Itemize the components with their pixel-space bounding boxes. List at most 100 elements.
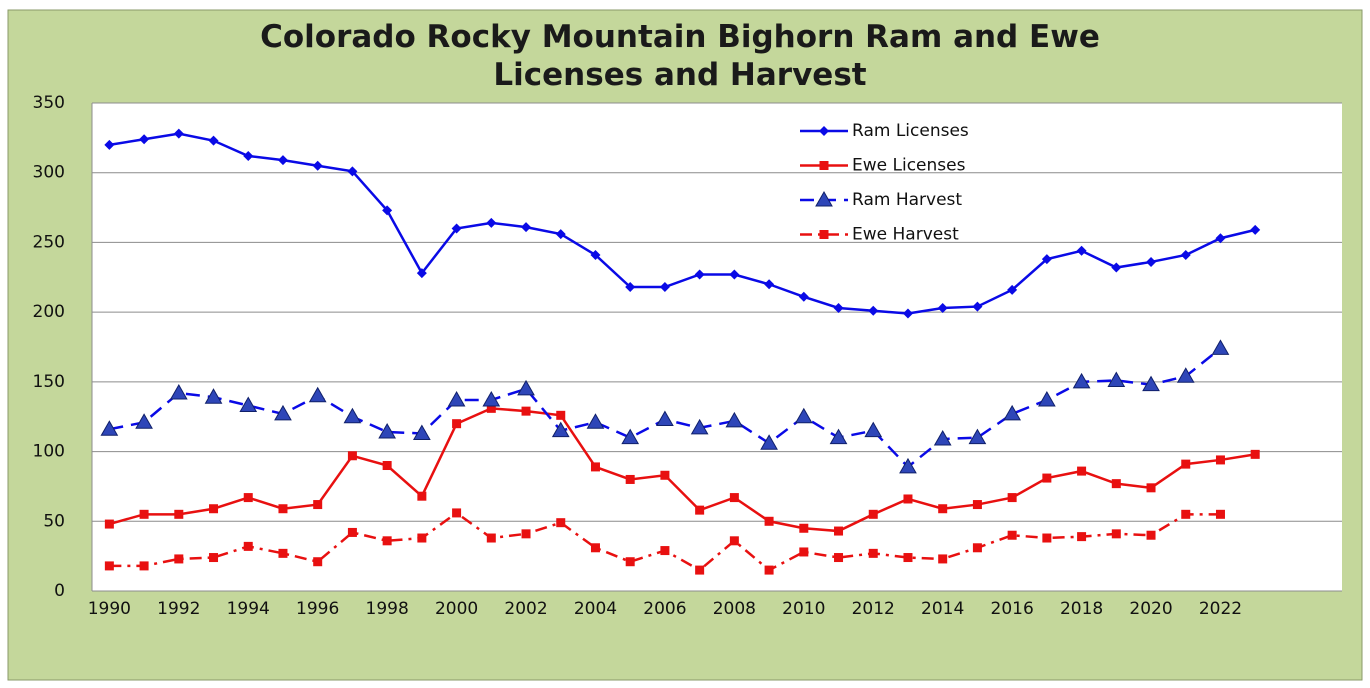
data-point [209, 553, 219, 563]
data-point [933, 430, 952, 446]
data-point [729, 269, 740, 280]
data-point [1142, 375, 1160, 392]
data-point [1215, 509, 1225, 519]
data-point [209, 504, 219, 514]
x-tick-label: 2020 [1129, 599, 1172, 619]
data-point [208, 135, 219, 146]
series-line [109, 407, 1256, 533]
data-point [1042, 533, 1052, 543]
data-point [794, 407, 813, 424]
data-point [625, 282, 636, 293]
data-point [868, 548, 878, 558]
x-tick-label: 1998 [366, 599, 409, 619]
data-point [174, 509, 184, 519]
data-point [173, 128, 184, 139]
data-point [104, 561, 114, 571]
data-point [729, 493, 739, 503]
data-point [937, 302, 948, 313]
data-point [729, 536, 739, 546]
data-point [343, 407, 362, 424]
data-point [590, 249, 601, 260]
x-tick-label: 1990 [88, 599, 131, 619]
data-point [903, 553, 913, 563]
data-point [243, 541, 253, 551]
data-point [972, 543, 982, 553]
data-point [1037, 390, 1056, 407]
data-point [621, 428, 640, 445]
data-point [1072, 372, 1091, 389]
x-tick-label: 2002 [504, 599, 547, 619]
data-point [521, 529, 531, 539]
data-point [100, 420, 119, 436]
data-point [1180, 249, 1191, 260]
data-point [829, 428, 848, 445]
data-point [1111, 262, 1122, 273]
data-point [660, 546, 670, 556]
data-point [834, 553, 844, 563]
data-point [968, 428, 987, 445]
data-point [1250, 449, 1260, 459]
data-point [938, 504, 948, 514]
data-point [274, 404, 292, 421]
data-point [1007, 493, 1017, 503]
data-point [452, 419, 462, 429]
data-point [139, 561, 149, 571]
legend-marker [819, 161, 829, 170]
data-point [521, 222, 532, 233]
data-point [1007, 530, 1017, 540]
data-point [139, 134, 150, 145]
legend-label: Ram Licenses [852, 121, 969, 141]
data-point [1146, 530, 1156, 540]
data-point [694, 269, 705, 280]
x-tick-label: 2018 [1060, 599, 1103, 619]
data-point [586, 413, 605, 429]
data-point [412, 424, 431, 440]
data-point [482, 390, 501, 407]
data-point [517, 379, 535, 396]
data-point [416, 268, 427, 279]
series-line [109, 132, 1256, 315]
data-point [798, 291, 809, 302]
data-point [1215, 233, 1226, 244]
data-point [169, 384, 188, 400]
legend-marker [819, 126, 829, 136]
data-point [1041, 254, 1052, 265]
data-point [725, 411, 744, 428]
data-point [556, 518, 566, 528]
chart-title: Colorado Rocky Mountain Bighorn Ram and … [260, 19, 1100, 93]
data-point [903, 494, 913, 504]
data-point [486, 217, 497, 228]
data-point [864, 421, 883, 438]
data-point [899, 457, 917, 474]
data-point [277, 155, 288, 166]
data-point [139, 509, 149, 519]
data-point [382, 461, 392, 471]
data-point [972, 500, 982, 510]
y-tick-label: 200 [33, 302, 65, 322]
data-point [1111, 529, 1121, 539]
data-point [347, 451, 357, 461]
x-tick-label: 2000 [435, 599, 478, 619]
data-point [382, 536, 392, 546]
data-point [660, 470, 670, 480]
data-point [382, 205, 393, 216]
data-point [1077, 532, 1087, 542]
x-tick-label: 2006 [643, 599, 686, 619]
y-tick-label: 0 [54, 581, 65, 601]
data-point [1146, 483, 1156, 493]
x-tick-label: 1996 [296, 599, 339, 619]
data-point [590, 462, 600, 472]
x-tick-label: 2008 [713, 599, 756, 619]
x-tick-label: 2010 [782, 599, 825, 619]
x-tick-label: 2016 [991, 599, 1034, 619]
data-point [1007, 284, 1018, 295]
data-point [972, 301, 983, 312]
data-point [760, 434, 778, 450]
x-tick-label: 1994 [227, 599, 270, 619]
y-tick-label: 250 [33, 232, 65, 252]
legend-marker [815, 190, 833, 207]
data-point [590, 543, 600, 553]
data-point [243, 493, 253, 503]
data-point [1077, 466, 1087, 476]
data-point [378, 423, 397, 439]
